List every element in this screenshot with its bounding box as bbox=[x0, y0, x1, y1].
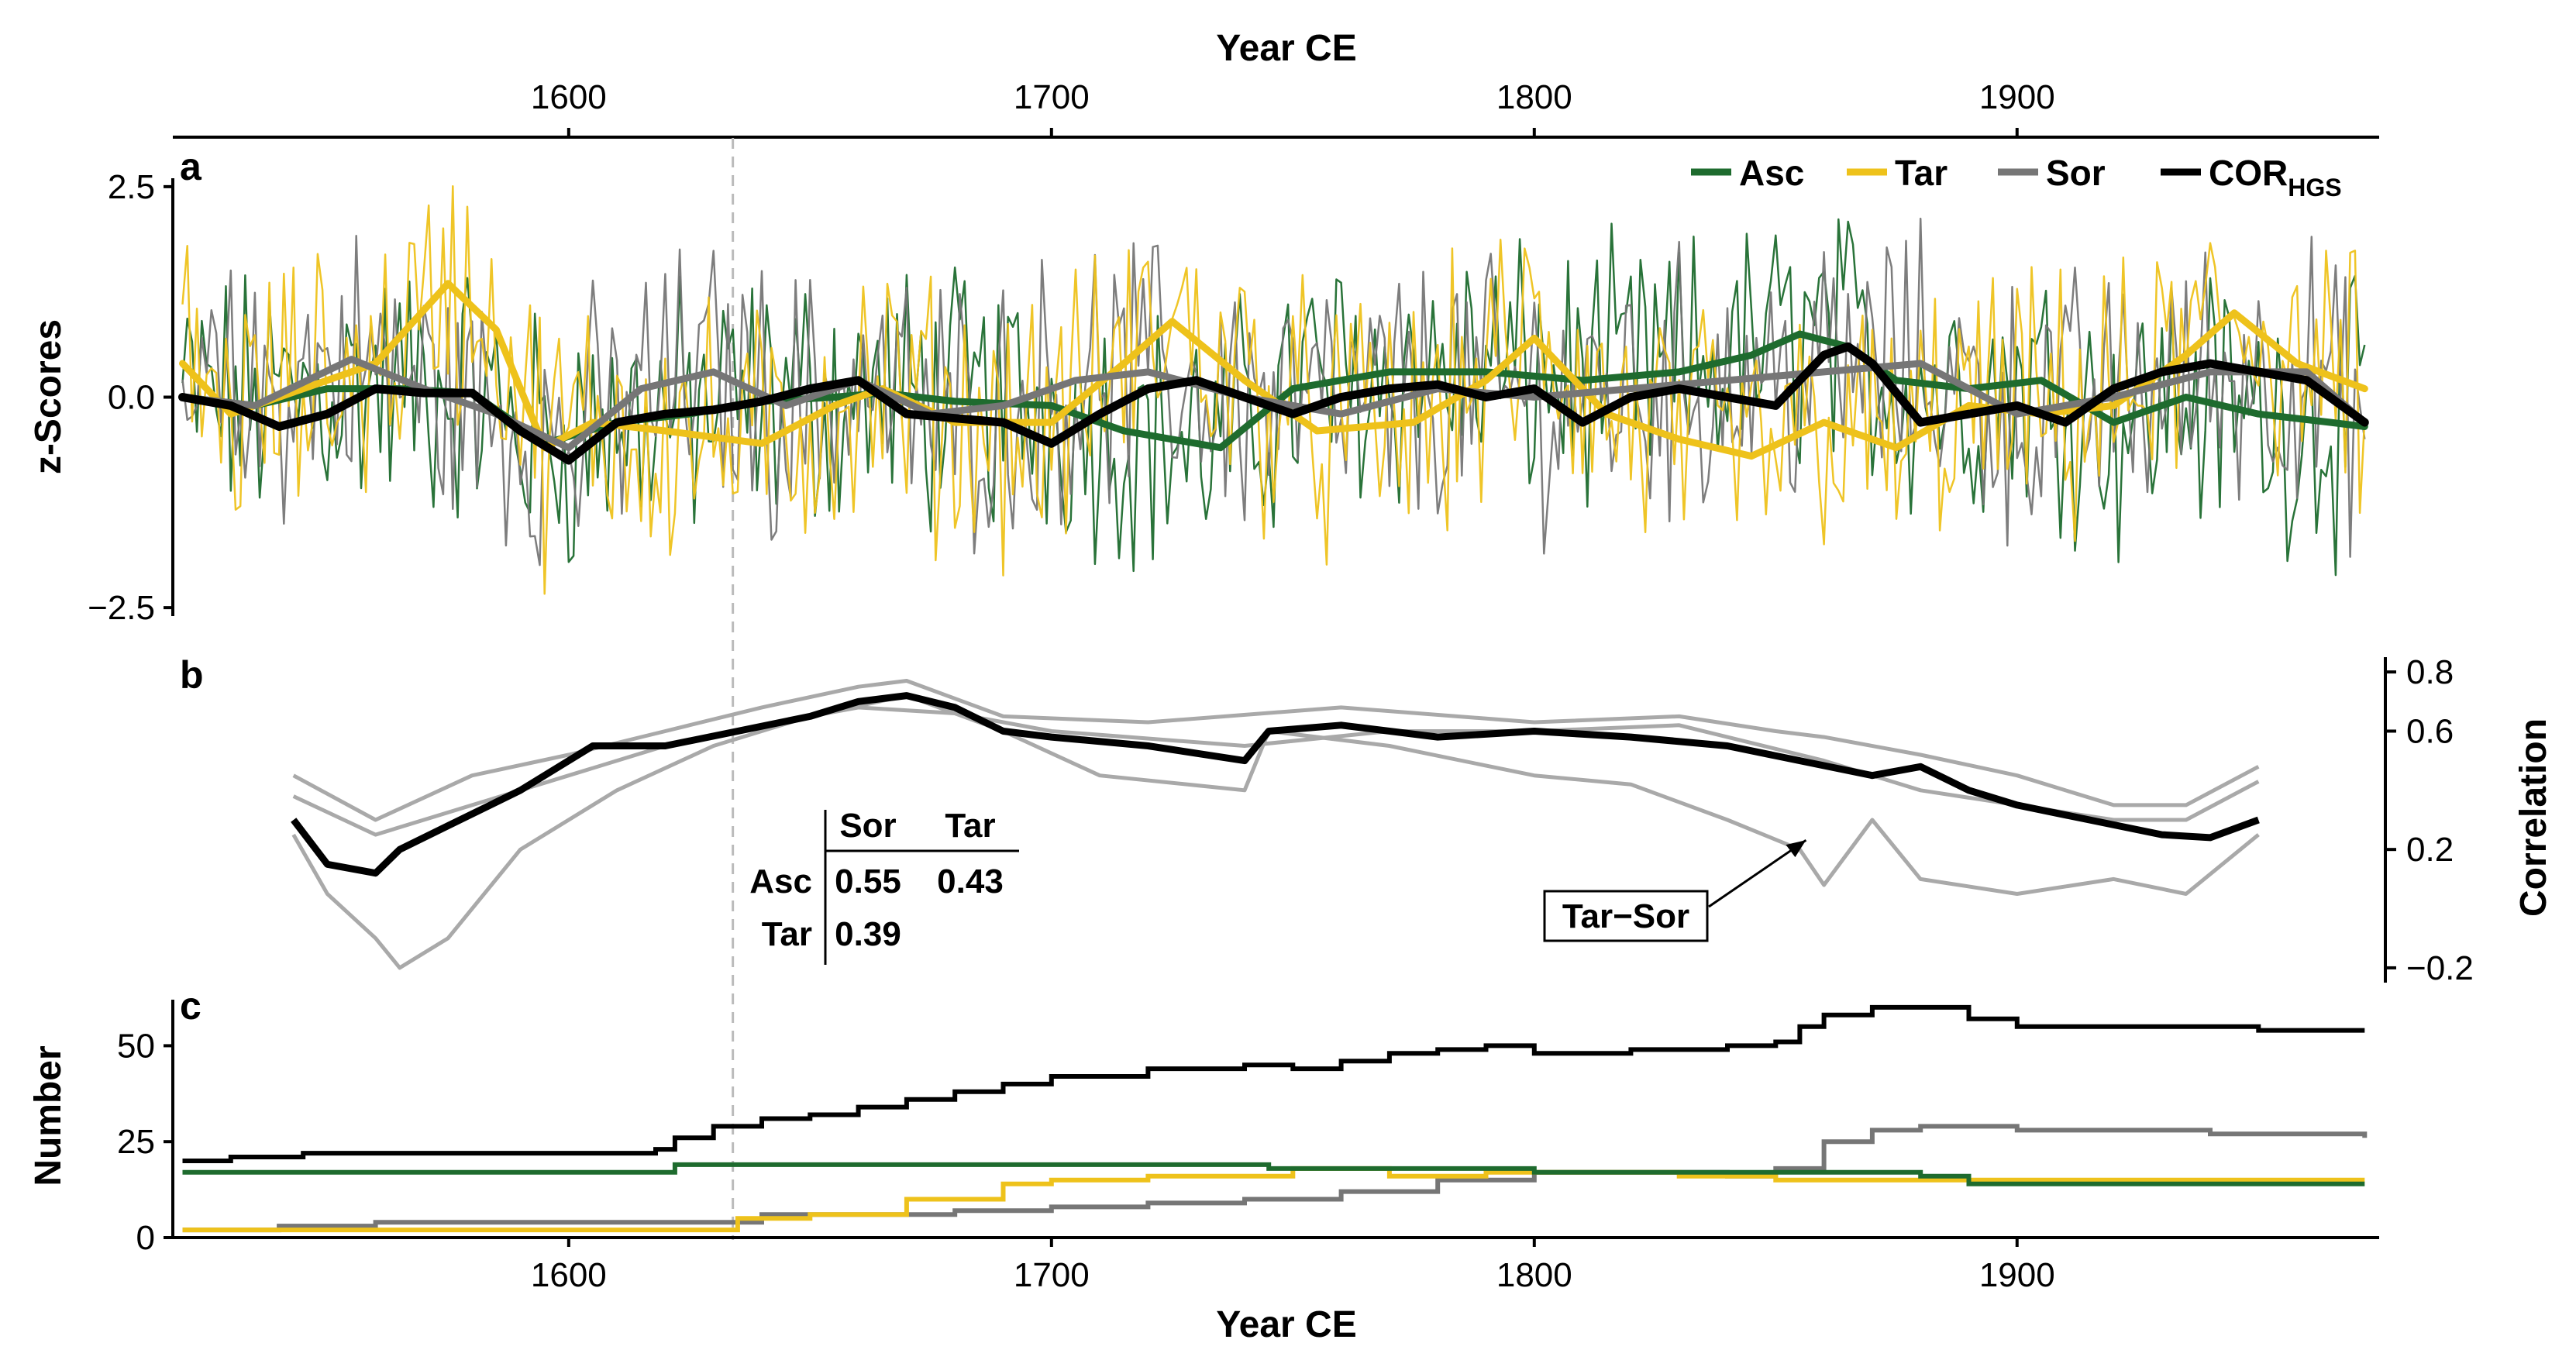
panel-b-ytick-label-1: 0.6 bbox=[2406, 712, 2454, 750]
panel-a-y-title: z-Scores bbox=[28, 319, 69, 474]
legend-label-asc: Asc bbox=[1739, 153, 1804, 193]
count-line-cor bbox=[182, 1004, 2365, 1163]
bottom-tick-label-1700: 1700 bbox=[1014, 1256, 1090, 1294]
callout-label: Tar−Sor bbox=[1562, 897, 1689, 935]
bottom-tick-label-1900: 1900 bbox=[1979, 1256, 2055, 1294]
top-tick-label-1900: 1900 bbox=[1979, 78, 2055, 116]
panel-a-ytick-label-1: 0.0 bbox=[108, 379, 155, 417]
panel-c-letter: c bbox=[180, 984, 201, 1028]
top-tick-label-1600: 1600 bbox=[531, 78, 607, 116]
panel-b-correlation-lines bbox=[291, 679, 2260, 970]
tar-sor-callout: Tar−Sor bbox=[1543, 838, 1807, 942]
panel-b-ytick-label-3: −0.2 bbox=[2406, 949, 2474, 987]
bottom-axis-ticks: 1600 1700 1800 1900 bbox=[531, 1238, 2055, 1294]
table-cell-0-0: 0.55 bbox=[835, 863, 901, 900]
panel-a-legend: Asc Tar Sor CORHGS bbox=[1691, 153, 2342, 201]
top-tick-label-1800: 1800 bbox=[1496, 78, 1572, 116]
panel-c-y-title: Number bbox=[28, 1045, 69, 1186]
bottom-tick-label-1600: 1600 bbox=[531, 1256, 607, 1294]
top-tick-label-1700: 1700 bbox=[1014, 78, 1090, 116]
table-col-header-tar: Tar bbox=[945, 807, 995, 845]
panel-c-count-lines bbox=[182, 1004, 2368, 1233]
panel-a-ytick-label-0: 2.5 bbox=[108, 168, 155, 206]
legend-label-sor: Sor bbox=[2046, 153, 2106, 193]
top-axis-title: Year CE bbox=[1216, 28, 1356, 69]
legend-label-cor: CORHGS bbox=[2209, 153, 2342, 201]
smoothed-line-cor bbox=[178, 342, 2369, 465]
panel-b-y-ticks: 0.8 0.6 0.2 −0.2 bbox=[2385, 653, 2474, 987]
panel-c-y-ticks: 50 25 0 bbox=[117, 1027, 173, 1257]
corr-line-cor bbox=[291, 692, 2260, 877]
panel-a-annual-series bbox=[181, 184, 2366, 595]
smoothed-line-tar bbox=[179, 280, 2368, 460]
legend-label-tar: Tar bbox=[1895, 153, 1947, 193]
correlation-table: Sor Tar Asc 0.55 0.43 Tar 0.39 bbox=[749, 807, 1019, 965]
panel-a-ytick-label-2: −2.5 bbox=[88, 589, 155, 627]
corr-line-asc-tar bbox=[292, 705, 2260, 837]
panel-c-ytick-label-2: 0 bbox=[136, 1219, 155, 1257]
bottom-tick-label-1800: 1800 bbox=[1496, 1256, 1572, 1294]
callout-box bbox=[1543, 890, 1709, 942]
panel-b-ytick-label-2: 0.2 bbox=[2406, 831, 2454, 869]
table-cell-0-1: 0.43 bbox=[937, 863, 1004, 900]
panel-b-ytick-label-0: 0.8 bbox=[2406, 653, 2454, 691]
smoothed-line-sor bbox=[179, 356, 2368, 452]
callout-arrow-line bbox=[1708, 838, 1807, 908]
table-row-label-tar: Tar bbox=[762, 915, 812, 953]
panel-a-letter: a bbox=[180, 145, 202, 188]
bottom-axis-title: Year CE bbox=[1216, 1304, 1356, 1345]
count-line-asc bbox=[182, 1162, 2365, 1186]
corr-line-tar-sor bbox=[291, 694, 2260, 970]
panel-b-letter: b bbox=[180, 653, 204, 697]
table-col-header-sor: Sor bbox=[839, 807, 896, 845]
table-row-label-asc: Asc bbox=[749, 863, 812, 900]
panel-a-y-ticks: 2.5 0.0 −2.5 bbox=[88, 168, 173, 627]
panel-c-ytick-label-1: 25 bbox=[117, 1123, 155, 1161]
callout-arrow-head bbox=[1786, 840, 1806, 858]
panel-c-ytick-label-0: 50 bbox=[117, 1027, 155, 1065]
top-axis-ticks: 1600 1700 1800 1900 bbox=[531, 78, 2055, 137]
panel-b-y-title: Correlation bbox=[2513, 718, 2554, 917]
panel-a-smoothed-series bbox=[178, 280, 2369, 465]
count-line-tar bbox=[182, 1166, 2365, 1233]
table-cell-1-0: 0.39 bbox=[835, 915, 901, 953]
